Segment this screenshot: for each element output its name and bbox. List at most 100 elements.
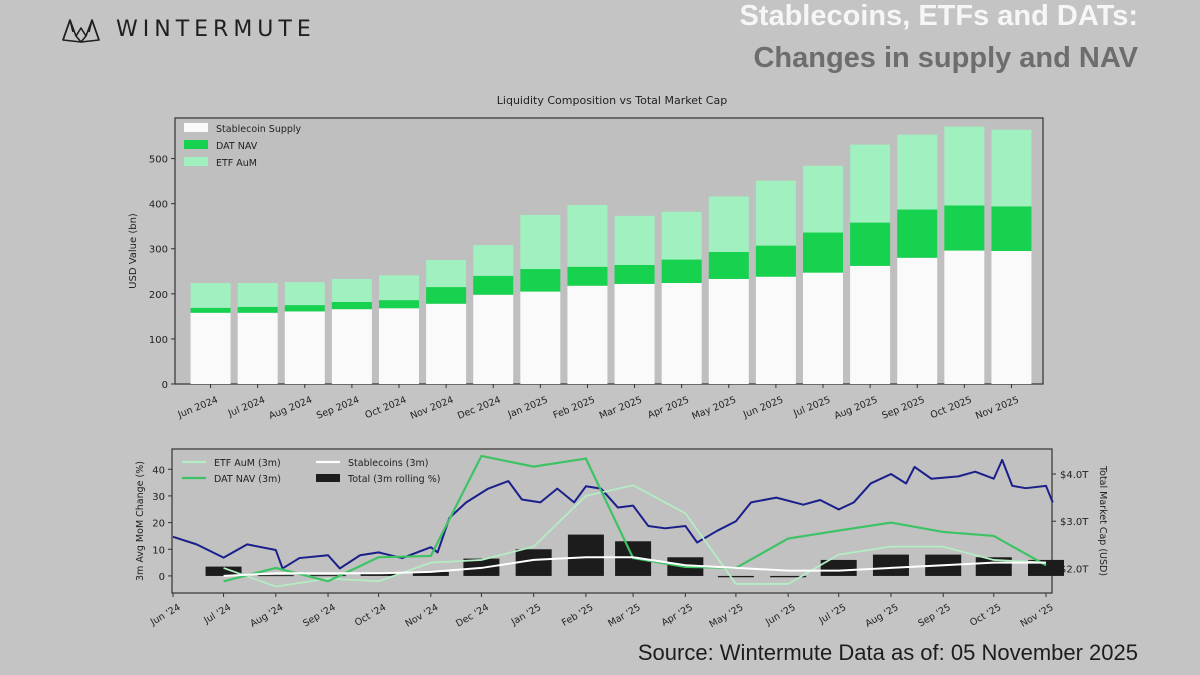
y-tick-label: 20	[152, 519, 165, 530]
right-y-tick-label: $4.0T	[1060, 470, 1089, 481]
bar-stablecoin-supply	[379, 308, 419, 384]
bar-dat-nav	[520, 269, 561, 292]
x-tick-label: Sep '24	[301, 602, 337, 629]
bar-etf-aum	[331, 278, 372, 302]
x-tick-label: Nov '25	[1019, 602, 1056, 630]
bar-stablecoin-supply	[755, 276, 796, 384]
bar-etf-aum	[614, 215, 655, 265]
bar-stablecoin-supply	[426, 303, 467, 384]
title-line-2: Changes in supply and NAV	[753, 42, 1138, 74]
total-bar	[205, 566, 242, 576]
x-tick-label: Jun 2025	[741, 395, 785, 421]
x-tick-label: Mar 2025	[598, 395, 644, 422]
x-tick-label: Oct 2024	[364, 395, 409, 422]
bar-stablecoin-supply	[614, 283, 655, 384]
bar-dat-nav	[284, 305, 325, 312]
legend-label: Total (3m rolling %)	[347, 474, 440, 485]
bar-stablecoin-supply	[473, 294, 514, 384]
legend-swatch	[316, 474, 340, 482]
x-tick-label: Sep 2025	[880, 395, 926, 422]
x-tick-label: Apr 2025	[646, 395, 691, 422]
bar-stablecoin-supply	[567, 285, 608, 384]
total-bar	[1028, 559, 1064, 576]
total-bar	[770, 575, 807, 578]
bar-etf-aum	[190, 283, 231, 308]
bar-stablecoin-supply	[897, 257, 938, 384]
x-tick-label: Oct '24	[353, 602, 388, 629]
bar-dat-nav	[708, 251, 749, 279]
legend-swatch	[184, 123, 208, 132]
bar-stablecoin-supply	[190, 312, 231, 384]
x-tick-label: Mar '25	[606, 602, 642, 629]
bar-dat-nav	[426, 287, 467, 304]
bar-etf-aum	[755, 180, 796, 246]
bottom-y-axis-label: 3m Avg MoM Change (%)	[135, 461, 146, 581]
bar-etf-aum	[897, 134, 938, 210]
market-cap-line	[172, 458, 1054, 570]
source-note: Source: Wintermute Data as of: 05 Novemb…	[637, 640, 1138, 665]
line-etf-aum-m-	[223, 484, 1047, 588]
bar-etf-aum	[803, 165, 843, 233]
x-tick-label: Nov 2024	[409, 395, 456, 422]
x-tick-label: Jul '25	[817, 602, 849, 627]
x-tick-label: Jan 2025	[506, 395, 550, 421]
bar-stablecoin-supply	[520, 291, 561, 384]
x-tick-label: Oct '25	[968, 602, 1003, 629]
bar-stablecoin-supply	[661, 283, 702, 384]
y-tick-label: 200	[149, 290, 168, 301]
x-tick-label: Dec '24	[454, 602, 491, 630]
legend-swatch	[184, 140, 208, 149]
x-tick-label: Feb '25	[560, 602, 595, 629]
legend-label: DAT NAV	[216, 141, 258, 152]
total-bar	[717, 575, 754, 578]
bar-dat-nav	[991, 206, 1032, 251]
x-tick-label: Feb 2025	[552, 395, 597, 422]
x-tick-label: Jun '25	[763, 602, 798, 628]
bottom-right-axis-label: Total Market Cap (USD)	[1097, 465, 1108, 576]
x-tick-label: Nov 2025	[974, 395, 1021, 422]
x-tick-label: Apr '25	[660, 602, 695, 629]
y-tick-label: 500	[149, 155, 168, 166]
bar-dat-nav	[473, 275, 514, 295]
total-bar	[412, 571, 449, 576]
bar-dat-nav	[190, 307, 231, 313]
bar-etf-aum	[944, 126, 985, 206]
line-stablecoins-m-	[223, 556, 1046, 577]
bar-etf-aum	[850, 144, 891, 223]
y-tick-label: 0	[162, 380, 168, 391]
x-tick-label: Oct 2025	[929, 395, 974, 422]
y-tick-label: 400	[149, 200, 168, 211]
top-y-axis-label: USD Value (bn)	[128, 213, 139, 289]
x-tick-label: Nov '24	[403, 602, 440, 630]
bar-stablecoin-supply	[708, 278, 749, 384]
right-y-tick-label: $3.0T	[1060, 517, 1089, 528]
right-y-tick-label: $2.0T	[1060, 564, 1089, 575]
bar-dat-nav	[944, 205, 985, 251]
bar-etf-aum	[661, 211, 702, 260]
bar-dat-nav	[755, 245, 796, 277]
bar-dat-nav	[661, 259, 702, 284]
bar-dat-nav	[614, 264, 655, 284]
bar-stablecoin-supply	[237, 312, 278, 384]
bar-etf-aum	[379, 275, 419, 301]
x-tick-label: Sep 2024	[315, 395, 361, 422]
x-tick-label: Jan '25	[509, 602, 543, 628]
bar-stablecoin-supply	[803, 272, 843, 384]
bar-etf-aum	[284, 282, 325, 306]
legend-label: ETF AuM (3m)	[214, 458, 281, 469]
y-tick-label: 0	[159, 572, 165, 583]
title-line-1: Stablecoins, ETFs and DATs:	[739, 0, 1138, 32]
x-tick-label: Sep '25	[916, 602, 952, 629]
brand-logo: WINTERMUTE	[60, 14, 316, 44]
legend-label: ETF AuM	[216, 158, 257, 169]
x-tick-label: Aug '24	[248, 602, 285, 630]
x-tick-label: Jul 2025	[791, 395, 832, 420]
y-tick-label: 300	[149, 245, 168, 256]
x-tick-label: Jun '24	[148, 602, 183, 628]
total-bar	[872, 554, 909, 576]
total-bar	[820, 559, 857, 576]
bar-etf-aum	[991, 129, 1032, 207]
x-tick-label: Jul '24	[201, 602, 233, 627]
bar-stablecoin-supply	[284, 311, 325, 384]
